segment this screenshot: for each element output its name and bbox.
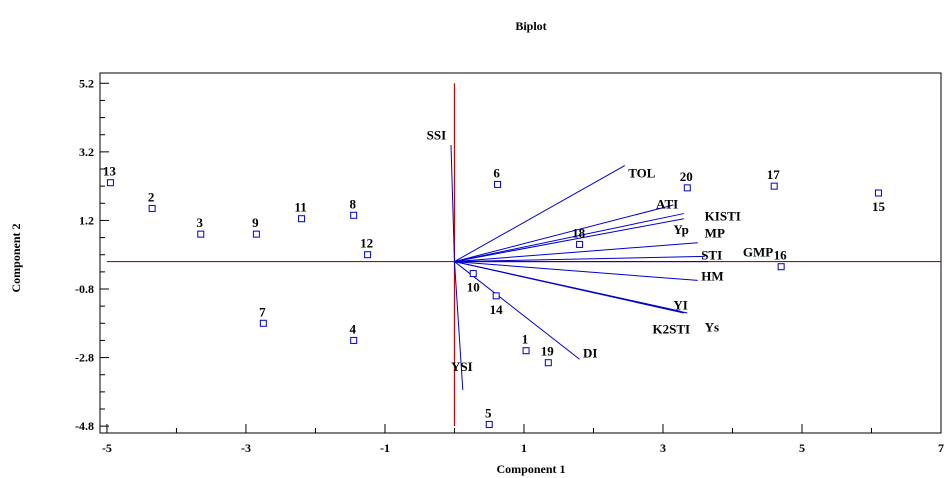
y-tick-label: -2.8 (75, 351, 94, 365)
vector-label-tol: TOL (628, 165, 656, 180)
y-axis-label: Component 2 (9, 223, 23, 292)
point-18 (576, 240, 584, 248)
vector-ys (454, 261, 688, 314)
point-17 (770, 182, 778, 190)
point-label-9: 9 (252, 215, 259, 230)
point-label-16: 16 (774, 248, 788, 263)
vector-ysi (453, 261, 464, 391)
x-tick-label: 5 (799, 441, 805, 455)
point-label-12: 12 (360, 236, 373, 251)
vector-hm (454, 261, 698, 281)
axis-ticks: -5 -3 -1 1 3 5 75.23.21.2-0.8-2.8-4.8 (75, 76, 944, 455)
point-label-18: 18 (572, 225, 586, 240)
vector-label-ys: Ys (705, 320, 719, 335)
vector-label-mp: MP (705, 225, 725, 240)
chart-title: Biplot (515, 19, 546, 33)
point-20 (683, 184, 691, 192)
point-label-17: 17 (767, 167, 781, 182)
vector-mp (454, 242, 698, 263)
point-label-20: 20 (680, 169, 693, 184)
vector-tol (454, 165, 626, 263)
point-6 (494, 180, 502, 188)
point-label-14: 14 (490, 302, 504, 317)
point-13 (106, 179, 114, 187)
vector-ssi (450, 144, 455, 262)
y-tick-label: 3.2 (79, 145, 94, 159)
point-15 (874, 189, 882, 197)
x-tick-label: 1 (521, 441, 527, 455)
y-tick-label: 5.2 (79, 76, 94, 90)
point-5 (485, 420, 493, 428)
point-2 (148, 204, 156, 212)
point-label-3: 3 (197, 215, 204, 230)
point-16 (777, 263, 785, 271)
point-14 (492, 292, 500, 300)
vector-label-yi: YI (673, 297, 687, 312)
point-12 (364, 251, 372, 259)
vector-label-kisti: KISTI (705, 208, 741, 223)
x-tick-label: 3 (660, 441, 666, 455)
vector-sti (454, 255, 705, 263)
point-label-7: 7 (259, 304, 266, 319)
vector-kisti (454, 213, 684, 263)
point-label-6: 6 (493, 165, 500, 180)
point-9 (252, 230, 260, 238)
y-tick-label: -0.8 (75, 282, 94, 296)
vector-label-yp: Yp (673, 222, 688, 237)
point-label-19: 19 (541, 344, 555, 359)
vector-label-sti: STI (701, 248, 722, 263)
point-7 (259, 319, 267, 327)
vector-label-hm: HM (701, 268, 723, 283)
point-8 (350, 211, 358, 219)
x-tick-label: -5 (102, 441, 112, 455)
x-tick-label: -3 (241, 441, 251, 455)
y-tick-label: 1.2 (79, 213, 94, 227)
point-label-5: 5 (485, 405, 492, 420)
vector-label-ati: ATI (656, 196, 678, 211)
vector-label-ysi: YSI (451, 359, 473, 374)
point-11 (298, 215, 306, 223)
plot-frame (99, 72, 942, 434)
vector-ati (454, 204, 674, 263)
point-4 (350, 336, 358, 344)
x-tick-label: -1 (380, 441, 390, 455)
point-label-13: 13 (103, 164, 117, 179)
x-tick-label: 7 (938, 441, 944, 455)
point-label-4: 4 (349, 321, 356, 336)
point-1 (522, 347, 530, 355)
point-label-11: 11 (294, 200, 306, 215)
point-label-10: 10 (467, 280, 480, 295)
point-10 (469, 270, 477, 278)
vector-yp (454, 218, 684, 263)
point-label-15: 15 (872, 199, 886, 214)
point-label-2: 2 (148, 189, 155, 204)
point-3 (197, 230, 205, 238)
point-19 (544, 359, 552, 367)
point-label-8: 8 (349, 196, 356, 211)
vector-label-k2sti: K2STI (653, 321, 691, 336)
x-axis-label: Component 1 (496, 462, 565, 476)
variable-vectors: SSI TOL ATI KISTI Yp MP STI GMP HM YI K2STI Ys DI YSI (427, 128, 773, 391)
vector-label-di: DI (583, 345, 597, 360)
vector-label-ssi: SSI (427, 128, 447, 143)
vector-di (454, 261, 580, 360)
point-label-1: 1 (522, 332, 529, 347)
y-tick-label: -4.8 (75, 419, 94, 433)
origin-axes (106, 83, 941, 427)
vector-label-gmp: GMP (743, 244, 773, 259)
